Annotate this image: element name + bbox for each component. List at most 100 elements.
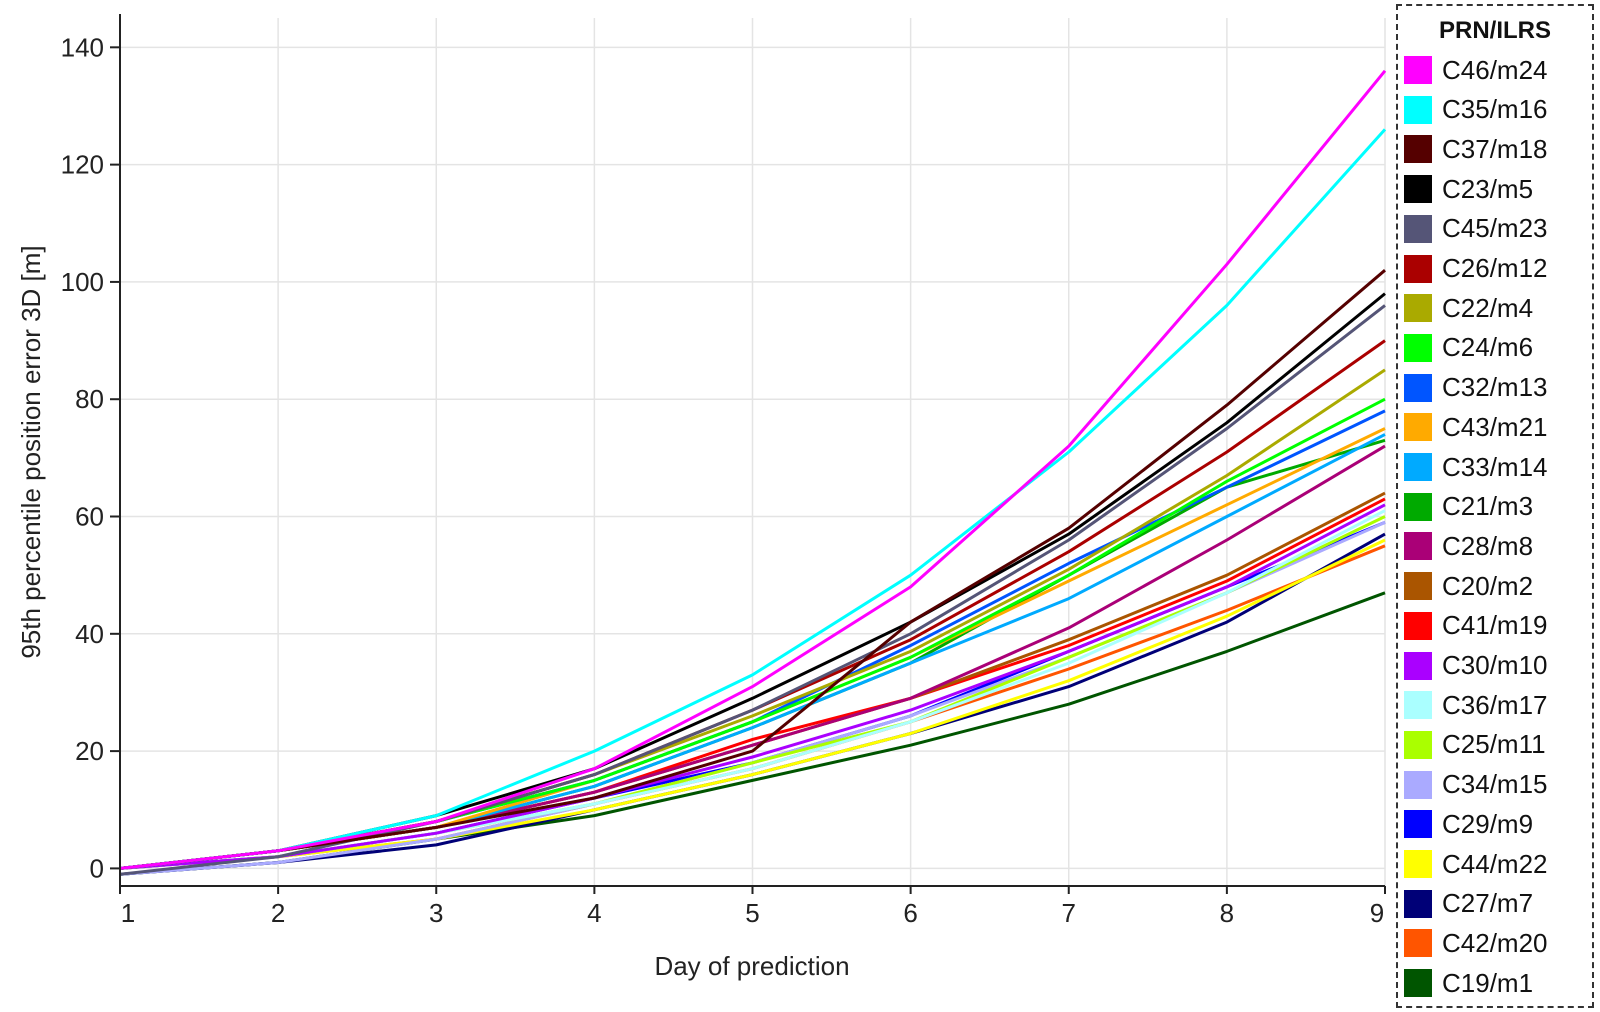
legend-label: C36/m17 bbox=[1442, 689, 1548, 720]
x-tick-label: 3 bbox=[429, 898, 443, 928]
legend-item: C37/m18 bbox=[1404, 129, 1548, 169]
legend-swatch bbox=[1404, 889, 1432, 918]
legend-label: C23/m5 bbox=[1442, 173, 1534, 204]
legend-label: C34/m15 bbox=[1442, 769, 1548, 800]
y-tick-label: 80 bbox=[75, 384, 104, 414]
legend-swatch bbox=[1404, 611, 1432, 640]
x-tick-label: 6 bbox=[903, 898, 917, 928]
series-line-c45-m23 bbox=[119, 304, 1386, 876]
legend-item: C43/m21 bbox=[1404, 407, 1548, 447]
legend: PRN/ILRS C46/m24 C35/m16 C37/m18 C23/m5 C45/… bbox=[1396, 4, 1594, 1008]
x-tick-label: 9 bbox=[1370, 898, 1384, 928]
legend-item: C20/m2 bbox=[1404, 566, 1533, 606]
legend-item: C26/m12 bbox=[1404, 249, 1548, 289]
legend-swatch bbox=[1404, 929, 1432, 958]
line-chart: 1 2 3 4 5 6 7 8 9 0 20 40 60 80 100 120 140 Day of predi… bbox=[16, 14, 1387, 981]
legend-label: C35/m16 bbox=[1442, 94, 1548, 125]
legend-label: C22/m4 bbox=[1442, 292, 1534, 323]
legend-swatch bbox=[1404, 651, 1432, 680]
x-tick-label: 2 bbox=[271, 898, 285, 928]
legend-item: C32/m13 bbox=[1404, 368, 1548, 408]
series-line-c30-m10 bbox=[119, 503, 1386, 870]
legend-swatch bbox=[1404, 373, 1432, 402]
legend-swatch bbox=[1404, 254, 1432, 283]
y-tick-label: 60 bbox=[75, 502, 104, 532]
y-axis-label: 95th percentile position error 3D [m] bbox=[16, 245, 46, 658]
legend-swatch bbox=[1404, 532, 1432, 561]
legend-swatch bbox=[1404, 730, 1432, 759]
legend-label: C28/m8 bbox=[1442, 530, 1534, 561]
legend-swatch bbox=[1404, 333, 1432, 362]
legend-item: C45/m23 bbox=[1404, 209, 1548, 249]
legend-label: C20/m2 bbox=[1442, 570, 1534, 601]
legend-label: C43/m21 bbox=[1442, 411, 1548, 442]
series-line-c35-m16 bbox=[119, 128, 1387, 870]
legend-item: C19/m1 bbox=[1404, 963, 1533, 1003]
legend-item: C42/m20 bbox=[1404, 923, 1548, 963]
x-tick-label: 1 bbox=[121, 898, 135, 928]
legend-swatch bbox=[1404, 691, 1432, 720]
legend-label: C42/m20 bbox=[1442, 927, 1548, 958]
series-line-c44-m22 bbox=[119, 538, 1386, 870]
legend-swatch bbox=[1404, 850, 1432, 878]
y-tick-label: 0 bbox=[90, 853, 104, 883]
legend-label: C46/m24 bbox=[1442, 54, 1548, 85]
x-tick-label: 4 bbox=[587, 898, 601, 928]
y-tick-label: 20 bbox=[75, 736, 104, 766]
legend-swatch bbox=[1404, 95, 1432, 124]
legend-item: C34/m15 bbox=[1404, 765, 1548, 805]
legend-item: C29/m9 bbox=[1404, 804, 1533, 844]
series-lines bbox=[119, 69, 1387, 876]
legend-item: C27/m7 bbox=[1404, 884, 1533, 924]
legend-label: C37/m18 bbox=[1442, 133, 1548, 164]
legend-item: C23/m5 bbox=[1404, 169, 1533, 209]
legend-item: C28/m8 bbox=[1404, 526, 1533, 566]
series-line-c37-m18 bbox=[119, 269, 1386, 870]
axes bbox=[110, 14, 1386, 894]
legend-label: C32/m13 bbox=[1442, 372, 1548, 403]
legend-swatch bbox=[1404, 810, 1432, 839]
x-tick-label: 8 bbox=[1220, 898, 1234, 928]
legend-swatch bbox=[1404, 135, 1432, 164]
legend-label: C21/m3 bbox=[1442, 491, 1534, 522]
legend-label: C44/m22 bbox=[1442, 848, 1548, 879]
x-tick-label: 7 bbox=[1062, 898, 1076, 928]
y-tick-label: 140 bbox=[61, 32, 104, 62]
legend-item: C25/m11 bbox=[1404, 725, 1546, 765]
legend-label: C41/m19 bbox=[1442, 610, 1548, 641]
legend-item: C21/m3 bbox=[1404, 487, 1533, 527]
legend-label: C27/m7 bbox=[1442, 888, 1534, 919]
legend-swatch bbox=[1404, 294, 1432, 323]
legend-item: C41/m19 bbox=[1404, 606, 1548, 646]
legend-label: C29/m9 bbox=[1442, 808, 1534, 839]
legend-swatch bbox=[1404, 969, 1432, 998]
legend-label: C26/m12 bbox=[1442, 253, 1548, 283]
y-tick-label: 100 bbox=[61, 267, 104, 297]
x-axis-label: Day of prediction bbox=[654, 951, 849, 981]
y-tick-label: 40 bbox=[75, 619, 104, 649]
legend-label: C45/m23 bbox=[1442, 213, 1548, 244]
legend-swatch bbox=[1404, 56, 1432, 84]
legend-label: C30/m10 bbox=[1442, 650, 1548, 680]
legend-swatch bbox=[1404, 492, 1432, 521]
legend-swatch bbox=[1404, 770, 1432, 799]
legend-item: C30/m10 bbox=[1404, 646, 1548, 686]
series-line-c46-m24 bbox=[119, 69, 1387, 870]
legend-label: C25/m11 bbox=[1442, 729, 1546, 760]
y-tick-label: 120 bbox=[61, 150, 104, 180]
legend-item: C46/m24 bbox=[1404, 50, 1548, 90]
legend-item: C22/m4 bbox=[1404, 288, 1533, 328]
legend-item: C24/m6 bbox=[1404, 328, 1533, 368]
legend-item: C36/m17 bbox=[1404, 685, 1548, 725]
legend-swatch bbox=[1404, 175, 1432, 204]
legend-label: C24/m6 bbox=[1442, 332, 1534, 363]
legend-item: C33/m14 bbox=[1404, 447, 1548, 487]
tick-labels: 1 2 3 4 5 6 7 8 9 0 20 40 60 80 100 120 140 bbox=[61, 32, 1385, 928]
legend-title: PRN/ILRS bbox=[1438, 17, 1551, 44]
legend-swatch bbox=[1404, 453, 1432, 481]
legend-item: C35/m16 bbox=[1404, 90, 1548, 130]
legend-swatch bbox=[1404, 214, 1432, 243]
legend-item: C44/m22 bbox=[1404, 844, 1548, 884]
legend-label: C33/m14 bbox=[1442, 451, 1548, 482]
legend-swatch bbox=[1404, 413, 1432, 442]
